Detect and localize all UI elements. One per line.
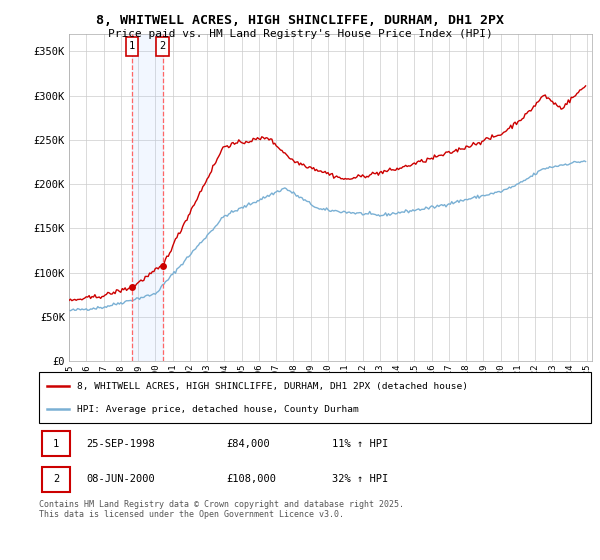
Text: £84,000: £84,000 bbox=[227, 438, 271, 449]
Text: 08-JUN-2000: 08-JUN-2000 bbox=[86, 474, 155, 484]
Text: 11% ↑ HPI: 11% ↑ HPI bbox=[332, 438, 388, 449]
Text: Price paid vs. HM Land Registry's House Price Index (HPI): Price paid vs. HM Land Registry's House … bbox=[107, 29, 493, 39]
Text: 1: 1 bbox=[129, 41, 136, 52]
Text: 1: 1 bbox=[53, 438, 59, 449]
Text: 8, WHITWELL ACRES, HIGH SHINCLIFFE, DURHAM, DH1 2PX: 8, WHITWELL ACRES, HIGH SHINCLIFFE, DURH… bbox=[96, 14, 504, 27]
Bar bbox=[133, 34, 163, 361]
Bar bbox=[157, 37, 169, 56]
Text: £108,000: £108,000 bbox=[227, 474, 277, 484]
Bar bbox=[42, 467, 70, 492]
Text: Contains HM Land Registry data © Crown copyright and database right 2025.
This d: Contains HM Land Registry data © Crown c… bbox=[39, 500, 404, 519]
Text: 25-SEP-1998: 25-SEP-1998 bbox=[86, 438, 155, 449]
Text: 32% ↑ HPI: 32% ↑ HPI bbox=[332, 474, 388, 484]
Text: HPI: Average price, detached house, County Durham: HPI: Average price, detached house, Coun… bbox=[77, 405, 358, 414]
Text: 2: 2 bbox=[160, 41, 166, 52]
Bar bbox=[126, 37, 139, 56]
Text: 2: 2 bbox=[53, 474, 59, 484]
Bar bbox=[42, 431, 70, 456]
Text: 8, WHITWELL ACRES, HIGH SHINCLIFFE, DURHAM, DH1 2PX (detached house): 8, WHITWELL ACRES, HIGH SHINCLIFFE, DURH… bbox=[77, 381, 467, 390]
